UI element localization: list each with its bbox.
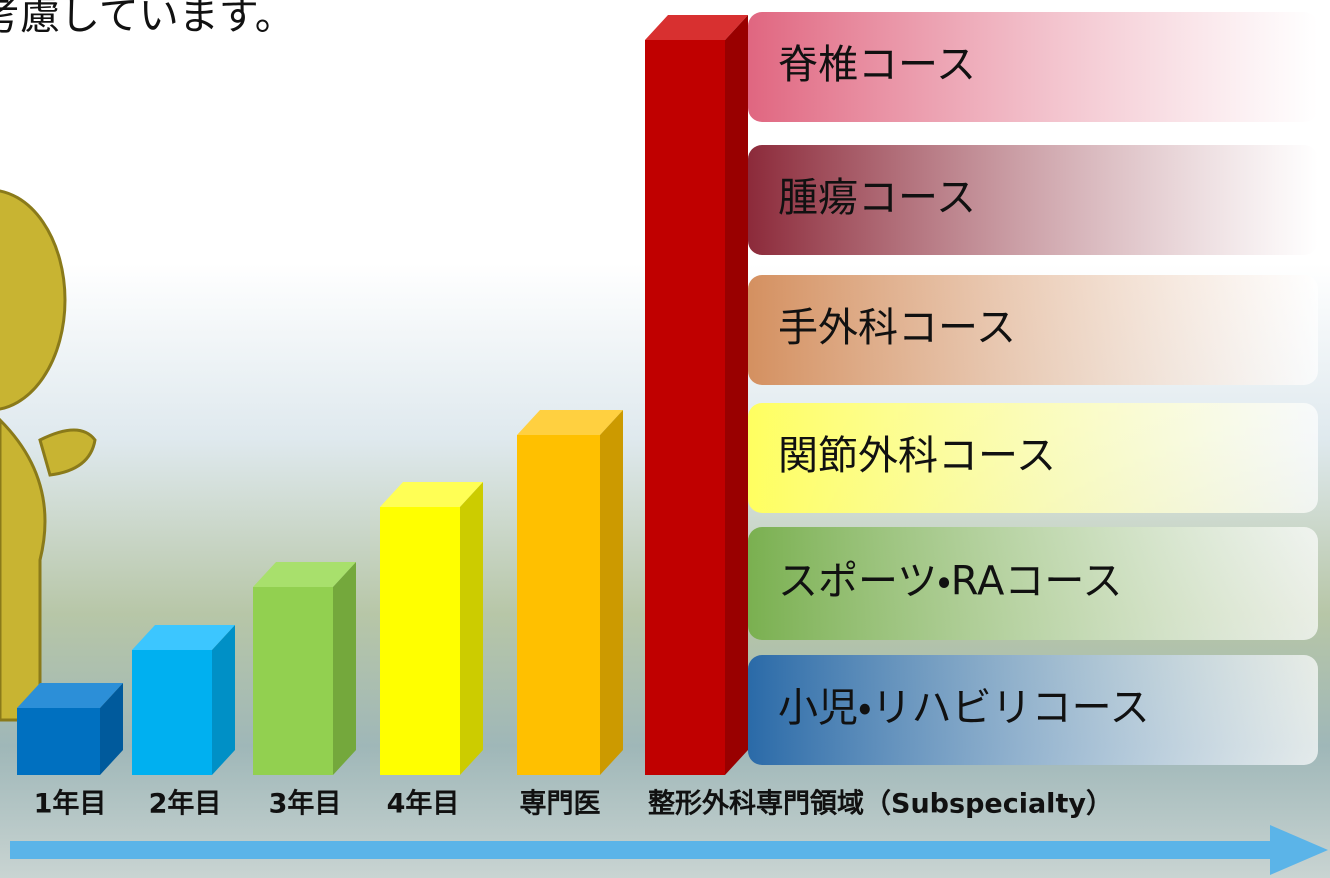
bar-side	[333, 562, 356, 775]
bar-side	[460, 482, 483, 775]
step-label: 3年目	[269, 788, 342, 820]
course-label: 脊椎コース	[778, 42, 976, 88]
bar-front	[253, 587, 333, 775]
step-bar	[380, 482, 483, 775]
course-label: 手外科コース	[778, 305, 1016, 351]
axis-label: 整形外科専門領域（Subspecialty）	[648, 789, 1113, 820]
step-bar	[17, 683, 123, 775]
course-label: スポーツ・RAコース	[778, 559, 1122, 605]
step-label: 2年目	[149, 788, 222, 820]
course-label: 関節外科コース	[778, 433, 1056, 479]
bar-side	[212, 625, 235, 775]
bar-front	[380, 507, 460, 775]
diagram: 考慮しています。 1年目 2年目 3年目 4年目 専門医 整形外科専門領域（Subspec…	[0, 0, 1330, 878]
bar-front	[517, 435, 600, 775]
course-label: 腫瘍コース	[778, 175, 976, 221]
step-label: 1年目	[34, 788, 107, 820]
bar-front	[645, 40, 725, 775]
bar-front	[132, 650, 212, 775]
step-bar	[645, 15, 748, 775]
step-label: 専門医	[520, 789, 601, 820]
step-bar	[132, 625, 235, 775]
course-label: 小児・リハビリコース	[778, 685, 1150, 731]
step-label: 4年目	[387, 788, 460, 820]
bar-side	[725, 15, 748, 775]
bar-front	[17, 708, 100, 775]
step-bar	[517, 410, 623, 775]
step-bar	[253, 562, 356, 775]
bar-side	[600, 410, 623, 775]
header-text: 考慮しています。	[0, 0, 295, 39]
